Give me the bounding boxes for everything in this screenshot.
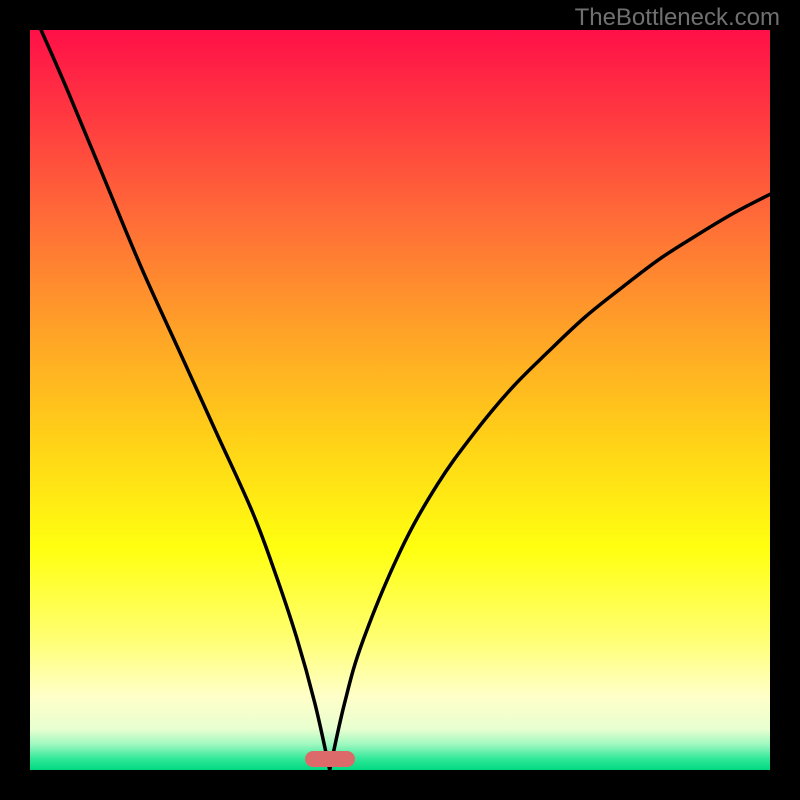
curve-left-branch: [41, 30, 330, 770]
plot-area: [30, 30, 770, 770]
curve-right-branch: [330, 194, 770, 770]
chart-container: TheBottleneck.com: [0, 0, 800, 800]
watermark-text: TheBottleneck.com: [575, 4, 780, 32]
optimal-marker: [305, 751, 355, 767]
bottleneck-curve: [30, 30, 770, 770]
